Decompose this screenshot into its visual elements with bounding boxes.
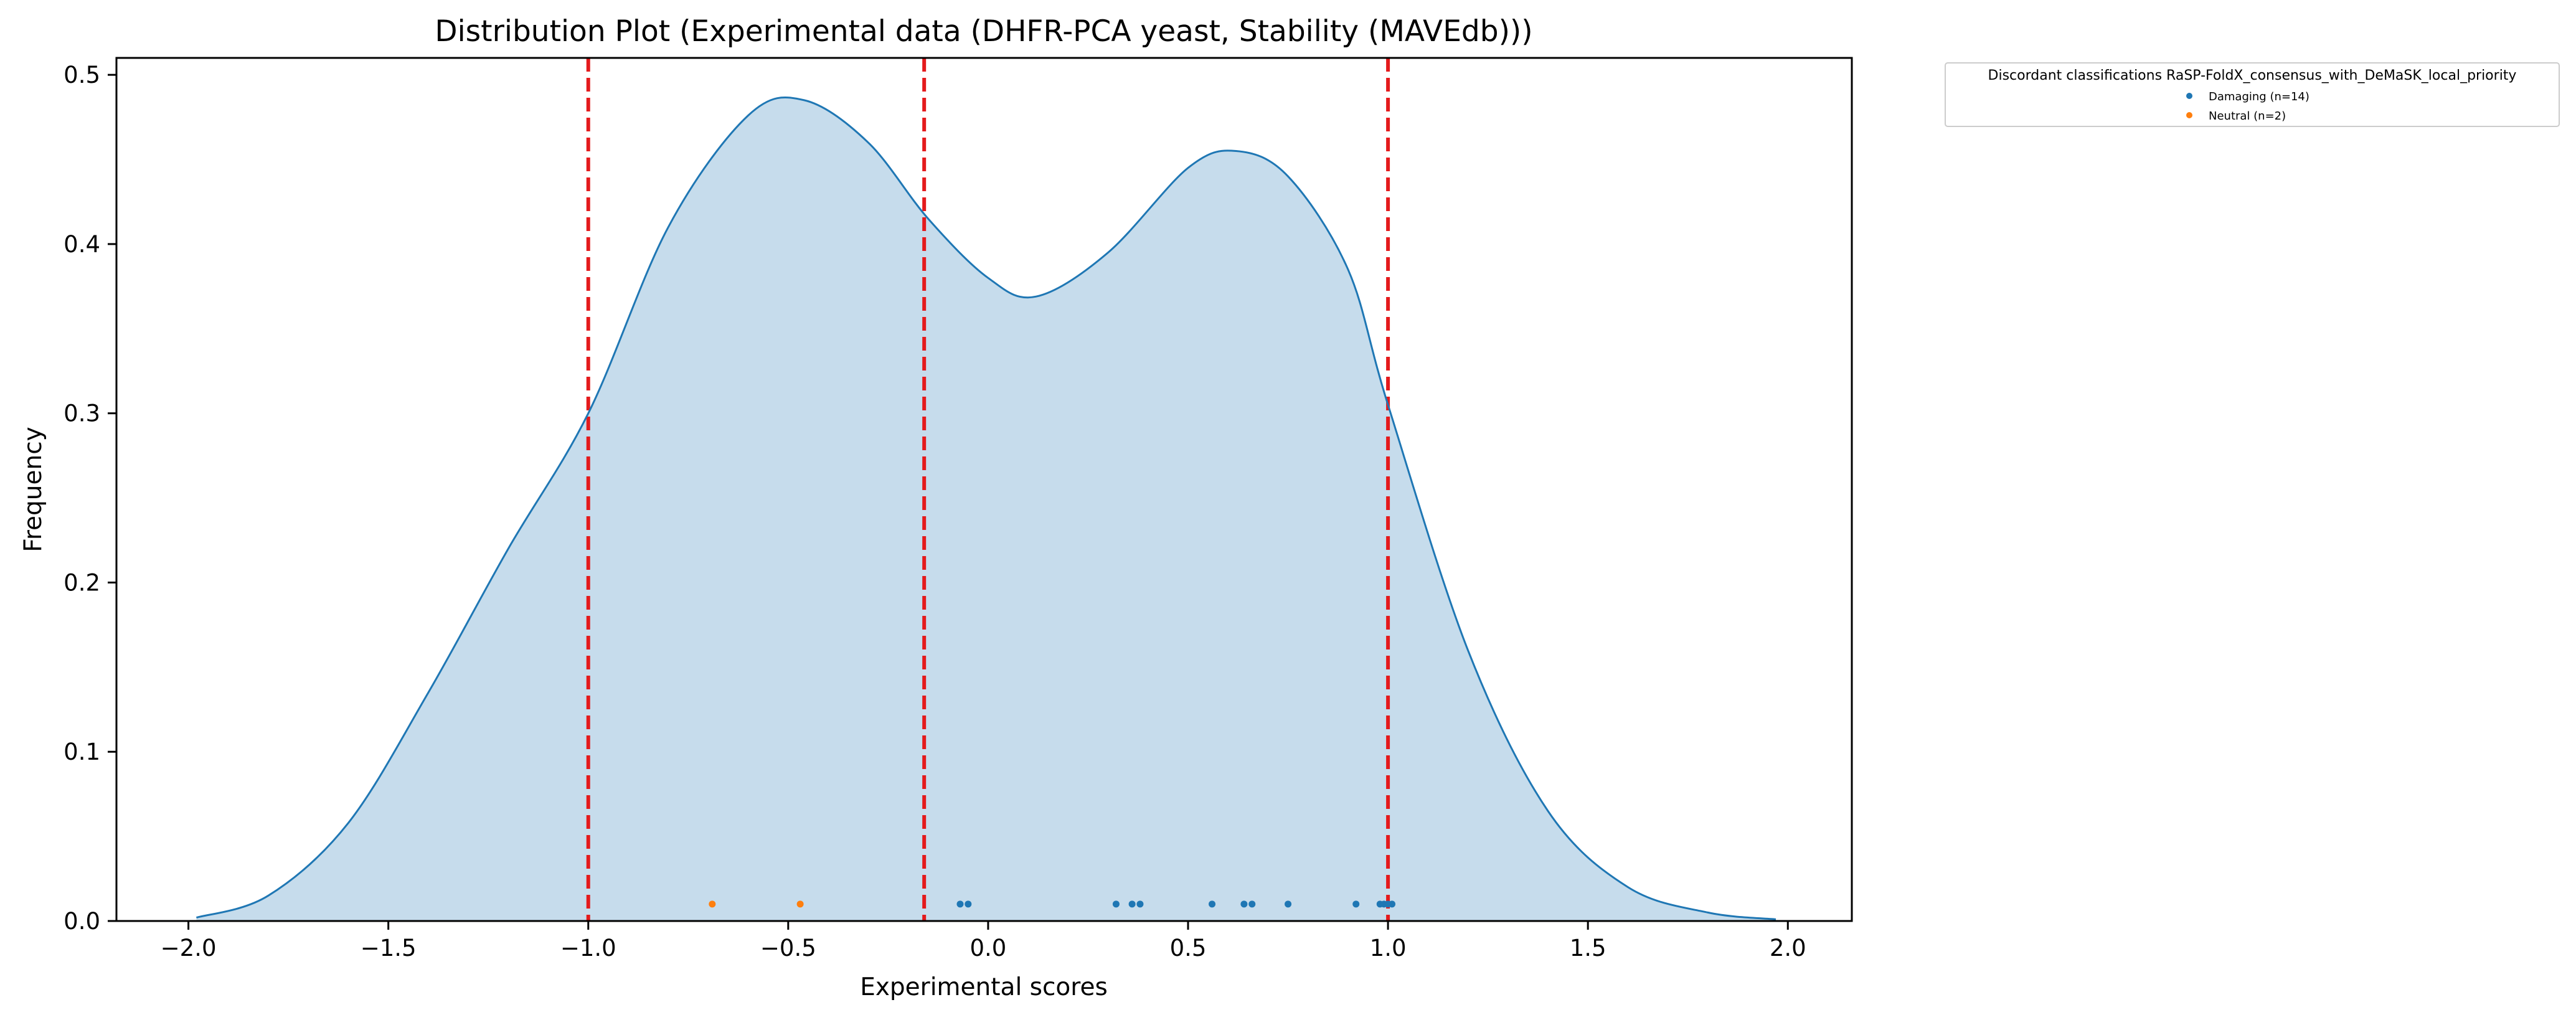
x-tick-label: 1.5 [1570, 935, 1606, 961]
data-point-damaging [1389, 900, 1396, 908]
x-tick-label: −2.0 [161, 935, 217, 961]
chart-title: Distribution Plot (Experimental data (DH… [435, 14, 1532, 49]
plot-frame [115, 57, 1853, 922]
density-fill-area [196, 97, 1776, 922]
y-tick-label: 0.4 [64, 231, 100, 258]
scatter-points [709, 900, 1396, 908]
data-point-damaging [1248, 900, 1256, 908]
x-tick-label: −1.5 [361, 935, 417, 961]
x-tick-label: 0.5 [1170, 935, 1207, 961]
y-tick-label: 0.5 [64, 62, 100, 88]
y-axis-title: Frequency [19, 427, 47, 552]
data-point-damaging [1209, 900, 1216, 908]
data-point-damaging [1136, 900, 1144, 908]
data-point-damaging [956, 900, 964, 908]
y-tick-label: 0.0 [64, 908, 100, 935]
legend-label-damaging: Damaging (n=14) [2209, 90, 2309, 103]
data-point-neutral [709, 900, 716, 908]
y-tick-label: 0.3 [64, 400, 100, 427]
density-curve [196, 96, 1776, 920]
x-tick-label: −0.5 [760, 935, 816, 961]
data-point-damaging [1240, 900, 1248, 908]
y-tick-label: 0.2 [64, 569, 100, 596]
legend-marker-damaging [2186, 93, 2192, 99]
plot-area [196, 58, 1776, 922]
legend-marker-neutral [2186, 112, 2192, 118]
legend-label-neutral: Neutral (n=2) [2209, 110, 2286, 123]
data-point-damaging [1128, 900, 1136, 908]
legend: Discordant classifications RaSP-FoldX_co… [1945, 62, 2560, 127]
data-point-neutral [796, 900, 804, 908]
x-tick-label: 1.0 [1370, 935, 1407, 961]
data-point-damaging [1285, 900, 1292, 908]
x-axis-title: Experimental scores [860, 973, 1108, 1001]
legend-box [1945, 62, 2560, 127]
x-tick-label: 2.0 [1770, 935, 1806, 961]
data-point-damaging [1352, 900, 1360, 908]
y-tick-label: 0.1 [64, 739, 100, 765]
x-tick-label: −1.0 [560, 935, 616, 961]
x-tick-label: 0.0 [970, 935, 1006, 961]
data-point-damaging [1112, 900, 1120, 908]
threshold-lines [586, 58, 1390, 921]
x-axis: −2.0 −1.5 −1.0 −0.5 0.0 0.5 1.0 1.5 2.0 [161, 921, 1806, 961]
data-point-damaging [965, 900, 972, 908]
y-axis: 0.0 0.1 0.2 0.3 0.4 0.5 [64, 62, 116, 935]
legend-title: Discordant classifications RaSP-FoldX_co… [1988, 68, 2517, 83]
